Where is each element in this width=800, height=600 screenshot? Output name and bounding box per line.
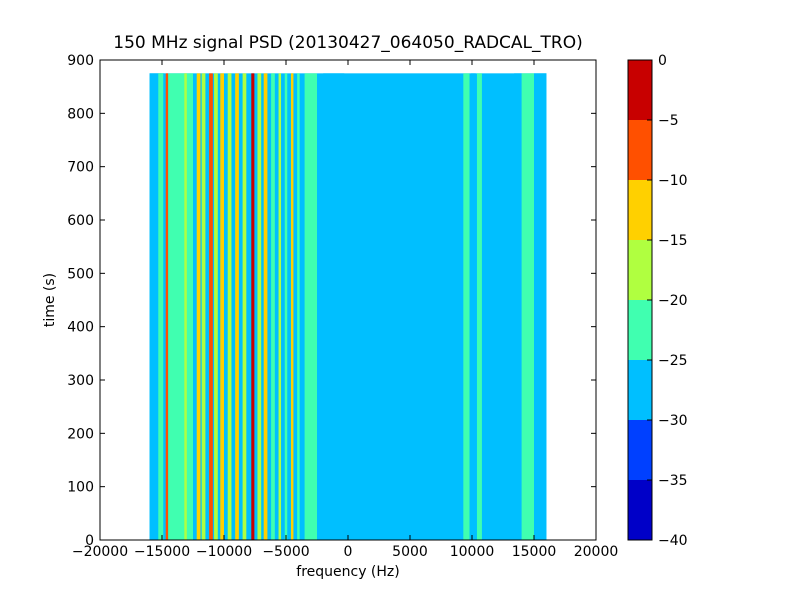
heatmap-band xyxy=(251,73,255,540)
heatmap-band xyxy=(278,73,282,540)
heatmap-band xyxy=(476,73,482,540)
colorbar-segment xyxy=(628,360,652,420)
heatmap-band xyxy=(227,73,232,540)
colorbar-segment xyxy=(628,420,652,480)
x-axis: −20000 −15000 −10000 −5000 0 5000 10000 15000 20… xyxy=(72,60,618,560)
colorbar-segment xyxy=(628,60,652,120)
y-tick-label: 300 xyxy=(67,373,94,389)
x-axis-label: frequency (Hz) xyxy=(296,564,399,580)
heatmap-band xyxy=(168,73,193,540)
heatmap-band xyxy=(209,73,213,540)
heatmap-band xyxy=(290,73,294,540)
heatmap-band xyxy=(514,73,522,540)
colorbar-tick-label: −35 xyxy=(658,473,688,489)
heatmap-band xyxy=(304,73,317,540)
y-tick-label: 700 xyxy=(67,160,94,176)
y-tick-label: 100 xyxy=(67,480,94,496)
colorbar-tick-label: −40 xyxy=(658,533,688,549)
x-tick-label: −20000 xyxy=(72,544,128,560)
x-tick-label: 10000 xyxy=(450,544,495,560)
heatmap-band xyxy=(323,73,345,540)
heatmap-band xyxy=(284,73,288,540)
y-axis: 0 100 200 300 400 500 600 700 800 900 xyxy=(67,53,596,549)
x-tick-label: 20000 xyxy=(574,544,619,560)
y-tick-label: 600 xyxy=(67,213,94,229)
y-tick-label: 400 xyxy=(67,320,94,336)
heatmap-band xyxy=(534,73,547,540)
colorbar-tick-label: −25 xyxy=(658,353,688,369)
colorbar-tick-label: −10 xyxy=(658,173,688,189)
heatmap-band xyxy=(214,73,218,540)
colorbar-axis: −40 −35 −30 −25 −20 −15 −10 −5 0 xyxy=(647,53,688,549)
colorbar-segment xyxy=(628,480,652,540)
heatmap-band xyxy=(158,73,164,540)
colorbar-tick-label: −30 xyxy=(658,413,688,429)
heatmap-band xyxy=(242,73,247,540)
heatmap-band xyxy=(263,73,268,540)
x-tick-label: −5000 xyxy=(262,544,309,560)
heatmap-band xyxy=(297,73,300,540)
heatmap-band xyxy=(470,73,476,540)
colorbar-tick-label: −5 xyxy=(658,113,679,129)
x-tick-label: −15000 xyxy=(134,544,190,560)
colorbar-segment xyxy=(628,240,652,300)
heatmap-band xyxy=(463,73,470,540)
x-tick-label: 5000 xyxy=(392,544,428,560)
heatmap-band xyxy=(201,73,206,540)
x-tick-label: 15000 xyxy=(512,544,557,560)
y-tick-label: 200 xyxy=(67,426,94,442)
heatmap-band xyxy=(184,73,187,540)
y-tick-label: 500 xyxy=(67,266,94,282)
heatmap-band xyxy=(196,73,201,540)
x-tick-label: 0 xyxy=(344,544,353,560)
heatmap-band xyxy=(257,73,262,540)
heatmap-band xyxy=(521,73,534,540)
y-axis-label: time (s) xyxy=(42,273,58,327)
colorbar-tick-label: 0 xyxy=(658,53,667,69)
heatmap-band xyxy=(235,73,239,540)
y-tick-label: 800 xyxy=(67,106,94,122)
heatmap-band xyxy=(220,73,224,540)
colorbar-segment xyxy=(628,300,652,360)
colorbar-tick-label: −15 xyxy=(658,233,688,249)
heatmap-band xyxy=(165,73,169,540)
x-tick-label: −10000 xyxy=(196,544,252,560)
heatmap-layer xyxy=(149,73,547,540)
heatmap-band xyxy=(271,73,275,540)
colorbar-segment xyxy=(628,180,652,240)
y-tick-label: 900 xyxy=(67,53,94,69)
colorbar-segment xyxy=(628,120,652,180)
chart-title: 150 MHz signal PSD (20130427_064050_RADC… xyxy=(113,33,582,53)
colorbar-tick-label: −20 xyxy=(658,293,688,309)
y-tick-label: 0 xyxy=(85,533,94,549)
colorbar xyxy=(628,60,652,540)
